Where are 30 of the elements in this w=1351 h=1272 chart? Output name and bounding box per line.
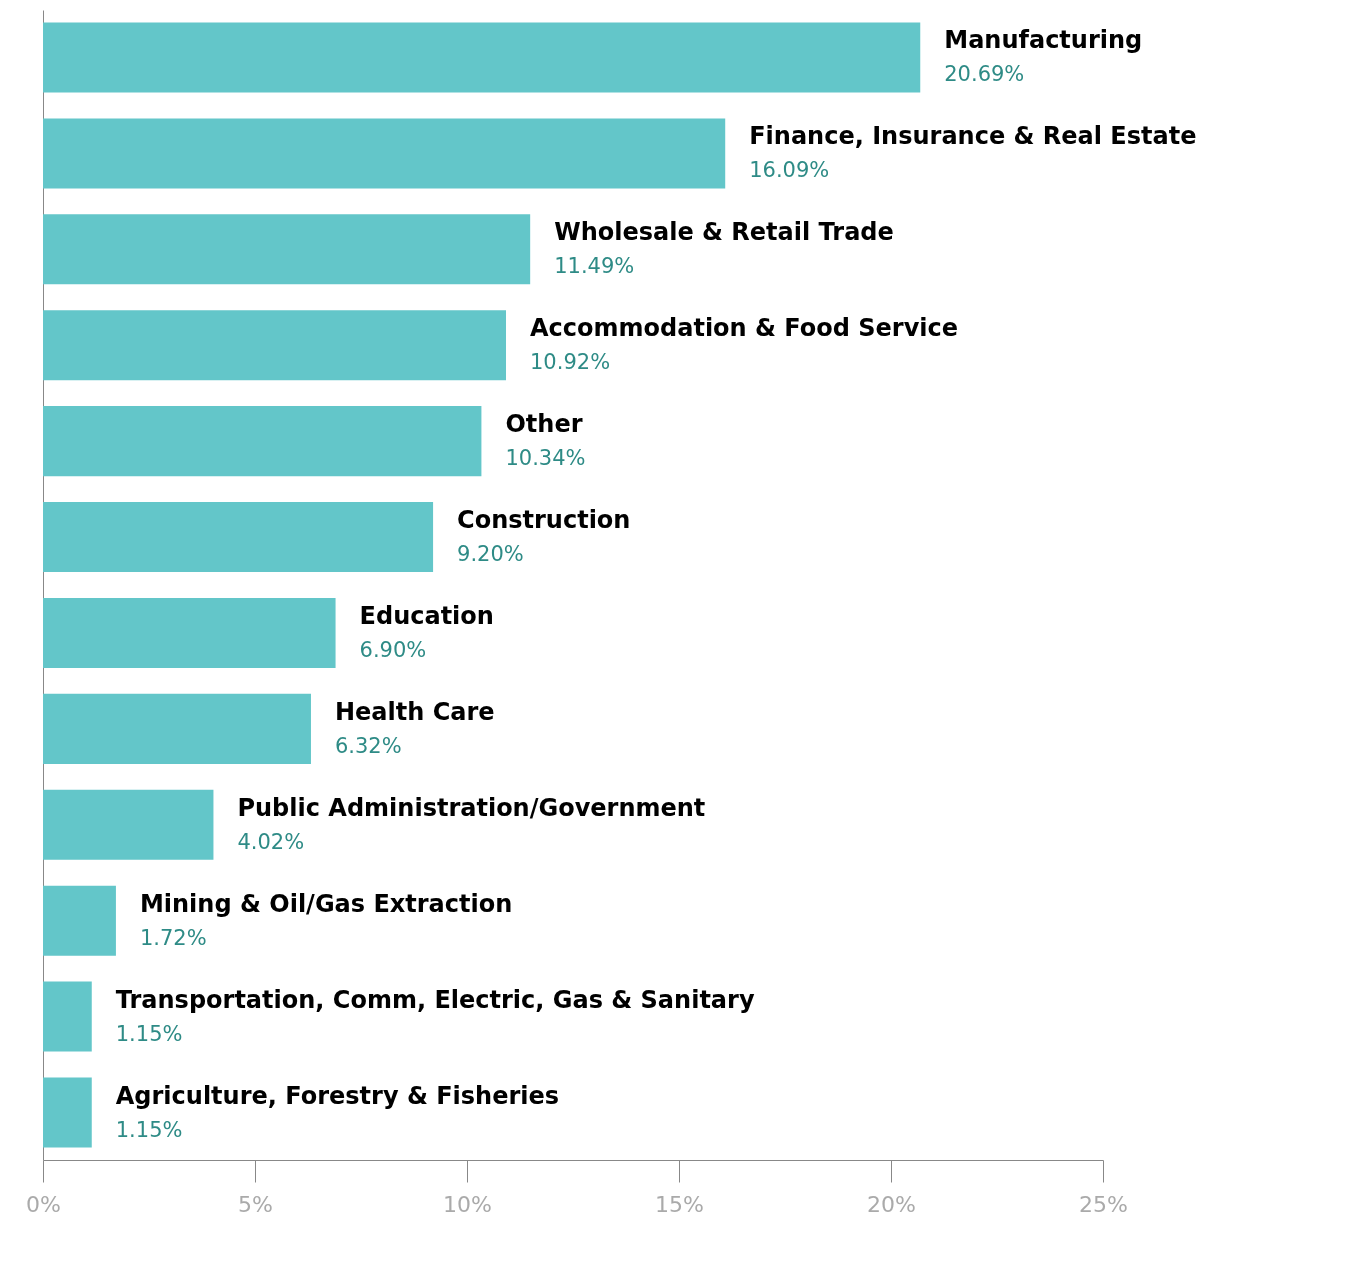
data-label: 16.09%	[749, 158, 830, 183]
y-tick-label: Construction	[457, 506, 631, 535]
data-label: 1.15%	[115, 1021, 183, 1046]
data-label: 1.72%	[139, 925, 207, 950]
y-tick-label: Agriculture, Forestry & Fisheries	[115, 1081, 560, 1110]
y-tick-label: Transportation, Comm, Electric, Gas & Sanitary	[115, 985, 755, 1014]
y-tick-label: Education	[359, 601, 494, 630]
y-tick-label: Public Administration/Government	[237, 793, 706, 822]
x-tick-label: 20%	[867, 1191, 916, 1217]
x-tick-label: 0%	[26, 1191, 61, 1217]
data-label: 20.69%	[944, 62, 1025, 87]
data-label: 10.92%	[530, 350, 611, 375]
data-label: 1.15%	[115, 1117, 183, 1142]
x-tick-label: 10%	[443, 1191, 492, 1217]
y-tick-label: Wholesale & Retail Trade	[554, 218, 894, 247]
data-label: 9.20%	[457, 542, 524, 567]
y-tick-label: Accommodation & Food Service	[530, 314, 959, 343]
x-tick-label: 25%	[1079, 1191, 1128, 1217]
y-tick-label: Other	[505, 410, 583, 439]
x-tick-label: 5%	[238, 1191, 273, 1217]
data-label: 4.02%	[237, 829, 305, 854]
x-tick-label: 15%	[655, 1191, 704, 1217]
y-tick-label: Finance, Insurance & Real Estate	[749, 122, 1197, 151]
y-tick-label: Manufacturing	[944, 26, 1143, 55]
y-tick-label: Mining & Oil/Gas Extraction	[139, 889, 513, 918]
y-tick-label: Health Care	[334, 697, 495, 726]
data-label: 6.90%	[359, 637, 427, 662]
data-label: 10.34%	[505, 446, 586, 471]
data-label: 11.49%	[554, 254, 635, 279]
data-label: 6.32%	[334, 733, 402, 758]
